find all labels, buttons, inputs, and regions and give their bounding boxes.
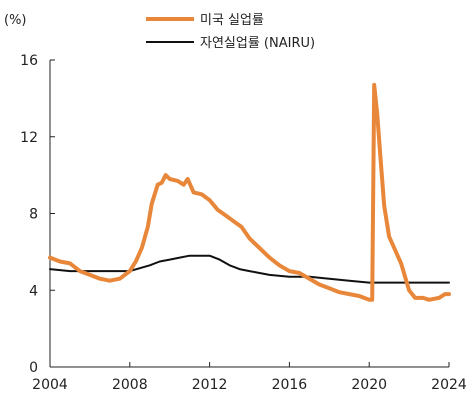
- y-tick-label: 8: [29, 207, 38, 223]
- nairu-line: [49, 254, 450, 284]
- y-tick-label: 12: [20, 130, 38, 146]
- y-tick-label: 16: [20, 53, 38, 69]
- unemployment-line: [48, 82, 451, 302]
- x-tick-label: 2020: [351, 377, 387, 393]
- axes: 0 4 8 12 16 2004 2008 2012 2016 2020 2024: [20, 53, 467, 393]
- legend-label-unemployment: 미국 실업률: [200, 13, 264, 28]
- x-tick-label: 2012: [192, 377, 228, 393]
- y-tick-label: 0: [29, 360, 38, 376]
- legend: 미국 실업률 자연실업률 (NAIRU): [146, 13, 315, 51]
- x-tick-label: 2004: [32, 377, 68, 393]
- series-group: [48, 82, 451, 302]
- x-tick-label: 2008: [112, 377, 148, 393]
- y-tick-label: 4: [29, 283, 38, 299]
- y-unit-label: (%): [4, 13, 27, 28]
- x-tick-label: 2016: [272, 377, 308, 393]
- x-tick-label: 2024: [431, 377, 467, 393]
- legend-label-nairu: 자연실업률 (NAIRU): [200, 36, 315, 51]
